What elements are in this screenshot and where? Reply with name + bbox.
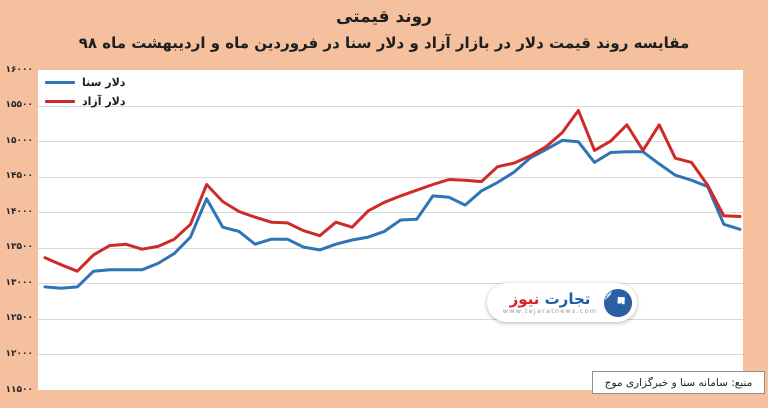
watermark-brand-blue: تجارت — [544, 289, 591, 308]
watermark-url: www.tejaratnews.com — [502, 306, 598, 315]
gridline — [38, 283, 743, 285]
y-axis-labels: ۱۶۰۰۰ ۱۵۵۰۰ ۱۵۰۰۰ ۱۴۵۰۰ ۱۴۰۰۰ ۱۳۵۰۰ ۱۳۰۰۰ ۱۲۵۰۰… — [0, 0, 36, 408]
line-dollar-sana — [43, 138, 742, 290]
chart-title: روند قیمتی — [335, 7, 433, 27]
y-axis-tick-label: ۱۴۵۰۰ — [5, 171, 33, 182]
gridline — [38, 354, 743, 356]
gridline — [38, 247, 743, 249]
tejaratnews-arrow-icon — [603, 288, 633, 317]
watermark-tejaratnews: تجارت نیوز www.tejaratnews.com — [487, 283, 637, 322]
legend-label-azad: دلار آزاد — [82, 95, 126, 108]
plot-area: دلار سنا دلار آزاد — [38, 70, 743, 390]
legend-label-sana: دلار سنا — [82, 76, 126, 89]
y-axis-tick-label: ۱۴۰۰۰ — [5, 206, 33, 217]
y-axis-tick-label: ۱۵۵۰۰ — [5, 100, 33, 111]
gridline — [38, 141, 743, 143]
y-axis-tick-label: ۱۱۵۰۰ — [5, 384, 33, 395]
gridline — [38, 105, 743, 107]
source-box: منبع: سامانه سنا و خبرگزاری موج — [592, 371, 765, 394]
y-axis-tick-label: ۱۵۰۰۰ — [5, 135, 33, 146]
gridline — [38, 176, 743, 178]
y-axis-tick-label: ۱۶۰۰۰ — [5, 64, 33, 75]
legend-line-sample-red — [45, 100, 75, 103]
chart-subtitle: مقایسه روند قیمت دلار در بازار آزاد و دل… — [78, 34, 690, 52]
legend-line-sample-blue — [45, 81, 75, 84]
gridline — [38, 212, 743, 214]
gridline — [38, 318, 743, 320]
line-dollar-azad — [43, 109, 742, 273]
y-axis-tick-label: ۱۳۰۰۰ — [5, 277, 33, 288]
watermark-text: تجارت نیوز www.tejaratnews.com — [497, 291, 603, 315]
chart-lines — [43, 109, 742, 290]
watermark-brand-red: نیوز — [509, 289, 540, 308]
legend-item-sana: دلار سنا — [45, 73, 126, 92]
legend-item-azad: دلار آزاد — [45, 92, 126, 111]
y-axis-tick-label: ۱۲۵۰۰ — [5, 313, 33, 324]
chart-legend: دلار سنا دلار آزاد — [45, 73, 126, 111]
watermark-brand: تجارت نیوز — [497, 291, 603, 307]
y-axis-tick-label: ۱۲۰۰۰ — [5, 348, 33, 359]
source-text: منبع: سامانه سنا و خبرگزاری موج — [604, 376, 753, 389]
y-axis-tick-label: ۱۳۵۰۰ — [5, 242, 33, 253]
